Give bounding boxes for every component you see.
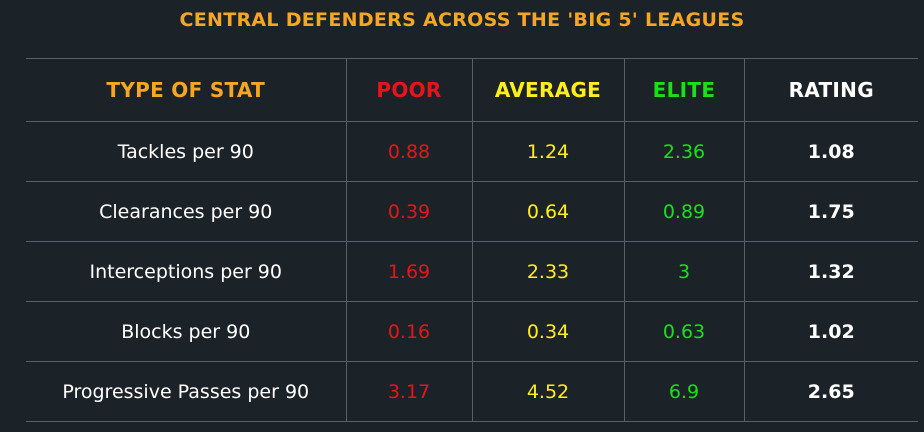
poor-value-cell: 0.39: [345, 181, 472, 242]
table-row: Interceptions per 90 1.69 2.33 3 1.32: [26, 241, 918, 302]
stat-name-cell: Progressive Passes per 90: [26, 361, 346, 422]
stat-name-cell: Tackles per 90: [26, 121, 346, 182]
elite-value-cell: 0.89: [623, 181, 744, 242]
rating-value-cell: 1.02: [743, 301, 918, 362]
rating-value-cell: 1.75: [743, 181, 918, 242]
average-value-cell: 0.34: [471, 301, 624, 362]
average-value-cell: 0.64: [471, 181, 624, 242]
header-average: AVERAGE: [471, 58, 624, 122]
elite-value-cell: 6.9: [623, 361, 744, 422]
poor-value-cell: 0.88: [345, 121, 472, 182]
table-row: Clearances per 90 0.39 0.64 0.89 1.75: [26, 181, 918, 242]
rating-value-cell: 1.32: [743, 241, 918, 302]
header-type-of-stat: TYPE OF STAT: [26, 58, 346, 122]
poor-value-cell: 1.69: [345, 241, 472, 302]
header-elite: ELITE: [623, 58, 744, 122]
table-header-row: TYPE OF STAT POOR AVERAGE ELITE RATING: [26, 58, 918, 122]
rating-value-cell: 1.08: [743, 121, 918, 182]
poor-value-cell: 0.16: [345, 301, 472, 362]
page-title: CENTRAL DEFENDERS ACROSS THE 'BIG 5' LEA…: [179, 9, 745, 31]
stat-name-cell: Clearances per 90: [26, 181, 346, 242]
stat-name-cell: Blocks per 90: [26, 301, 346, 362]
elite-value-cell: 2.36: [623, 121, 744, 182]
average-value-cell: 1.24: [471, 121, 624, 182]
table-row: Blocks per 90 0.16 0.34 0.63 1.02: [26, 301, 918, 362]
rating-value-cell: 2.65: [743, 361, 918, 422]
average-value-cell: 4.52: [471, 361, 624, 422]
elite-value-cell: 3: [623, 241, 744, 302]
header-rating: RATING: [743, 58, 918, 122]
stats-table: TYPE OF STAT POOR AVERAGE ELITE RATING T…: [26, 58, 918, 422]
table-row: Progressive Passes per 90 3.17 4.52 6.9 …: [26, 361, 918, 422]
stat-name-cell: Interceptions per 90: [26, 241, 346, 302]
poor-value-cell: 3.17: [345, 361, 472, 422]
elite-value-cell: 0.63: [623, 301, 744, 362]
table-row: Tackles per 90 0.88 1.24 2.36 1.08: [26, 121, 918, 182]
average-value-cell: 2.33: [471, 241, 624, 302]
header-poor: POOR: [345, 58, 472, 122]
